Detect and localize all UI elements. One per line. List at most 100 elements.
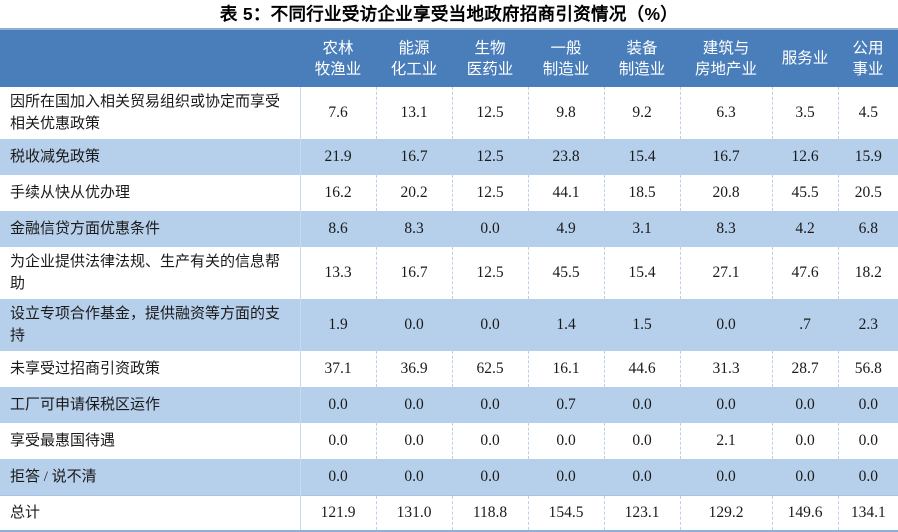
- cell-value: 16.7: [376, 247, 453, 299]
- cell-value: 0.0: [300, 459, 377, 495]
- table-row: 总计 121.9 131.0 118.8 154.5 123.1 129.2 149.6 134…: [0, 494, 898, 531]
- cell-value: .7: [772, 299, 839, 351]
- cell-value: 16.7: [376, 139, 453, 175]
- cell-value: 44.6: [604, 351, 681, 387]
- table-row: 为企业提供法律法规、生产有关的信息帮助 13.3 16.7 12.5 45.5 15.4 2…: [0, 247, 898, 299]
- cell-value: 4.9: [528, 211, 605, 247]
- column-header-4: 装备 制造业: [604, 29, 680, 87]
- cell-value: 20.5: [854, 184, 882, 201]
- cell-value: 20.8: [680, 175, 773, 211]
- cell-value: 56.8: [854, 360, 882, 377]
- cell-value: 16.2: [300, 175, 377, 211]
- cell-value: 12.5: [452, 175, 529, 211]
- cell-value: 0.0: [604, 387, 681, 423]
- row-label: 设立专项合作基金，提供融资等方面的支持: [0, 299, 301, 351]
- cell-value: 8.3: [376, 211, 453, 247]
- cell-value: 0.0: [528, 459, 605, 495]
- column-header-7: 公用 事业: [838, 29, 898, 87]
- cell-value: 12.6: [772, 139, 839, 175]
- cell-value: 13.3: [300, 247, 377, 299]
- page-title: 表 5：不同行业受访企业享受当地政府招商引资情况（%）: [219, 4, 679, 24]
- table-row: 拒答 / 说不清 0.0 0.0 0.0 0.0 0.0 0.0 0.0 0.0: [0, 459, 898, 495]
- cell-value: 45.5: [528, 247, 605, 299]
- cell-value: 9.8: [528, 87, 605, 139]
- row-label: 因所在国加入相关贸易组织或协定而享受相关优惠政策: [0, 87, 301, 139]
- cell-value: 0.0: [680, 387, 773, 423]
- table-row: 设立专项合作基金，提供融资等方面的支持 1.9 0.0 0.0 1.4 1.5 0.0.7 2…: [0, 299, 898, 351]
- cell-value: 0.0: [772, 387, 839, 423]
- column-header-5: 建筑与 房地产业: [680, 29, 772, 87]
- column-header-2-line1: 生物: [474, 39, 506, 57]
- cell-value: 134.1: [838, 494, 898, 531]
- cell-value: 7.6: [300, 87, 377, 139]
- cell-value: 15.4: [604, 139, 681, 175]
- cell-value: 27.1: [680, 247, 773, 299]
- cell-value: 9.2: [604, 87, 681, 139]
- cell-value: 154.5: [528, 494, 605, 531]
- cell-value: 0.0: [376, 299, 453, 351]
- cell-value: 2.3: [858, 316, 878, 333]
- cell-value: 4.2: [772, 211, 839, 247]
- cell-value: 0.0: [858, 467, 878, 485]
- cell-value: 0.0: [528, 423, 605, 459]
- column-header-6-line1: 服务业: [781, 50, 829, 67]
- cell-value: 8.6: [300, 211, 377, 247]
- table-page: 表 5：不同行业受访企业享受当地政府招商引资情况（%） 农林 牧渔业 能源: [0, 4, 898, 532]
- cell-value: 0.0: [680, 459, 773, 495]
- cell-value: 12.5: [452, 87, 529, 139]
- cell-value: 0.0: [604, 459, 681, 495]
- column-header-0: 农林 牧渔业: [300, 29, 376, 87]
- cell-value: 0.0: [772, 423, 839, 459]
- column-header-5-line2: 房地产业: [694, 60, 757, 78]
- row-label: 拒答 / 说不清: [0, 459, 301, 495]
- column-header-6: 服务业: [772, 29, 838, 87]
- cell-value: 123.1: [604, 494, 681, 531]
- row-label: 为企业提供法律法规、生产有关的信息帮助: [0, 247, 301, 299]
- cell-value: 0.0: [452, 299, 529, 351]
- cell-value: 12.5: [452, 139, 529, 175]
- cell-value: 4.5: [858, 104, 878, 121]
- cell-value: 121.9: [300, 494, 377, 531]
- cell-value: 0.0: [604, 423, 681, 459]
- cell-value: 45.5: [772, 175, 839, 211]
- cell-value: 28.7: [772, 351, 839, 387]
- column-header-2-line2: 医药业: [466, 60, 514, 78]
- cell-value: 8.3: [680, 211, 773, 247]
- row-label: 享受最惠国待遇: [0, 423, 301, 459]
- cell-value: 2.1: [680, 423, 773, 459]
- cell-value: 15.4: [604, 247, 681, 299]
- cell-value: 3.1: [604, 211, 681, 247]
- cell-value: 18.2: [854, 264, 882, 281]
- column-header-7-line1: 公用: [852, 39, 884, 57]
- cell-value: 0.0: [858, 396, 878, 413]
- cell-value: 36.9: [376, 351, 453, 387]
- cell-value: 0.7: [528, 387, 605, 423]
- row-label: 手续从快从优办理: [0, 175, 301, 211]
- cell-value: 20.2: [376, 175, 453, 211]
- table-row: 享受最惠国待遇 0.0 0.0 0.0 0.0 0.0 2.1 0.0 0.0: [0, 423, 898, 459]
- cell-value: 0.0: [858, 432, 878, 449]
- column-header-2: 生物 医药业: [452, 29, 528, 87]
- cell-value: 118.8: [452, 494, 529, 531]
- column-header-0-line2: 牧渔业: [314, 60, 362, 78]
- cell-value: 13.1: [376, 87, 453, 139]
- cell-value: 47.6: [772, 247, 839, 299]
- table-body: 因所在国加入相关贸易组织或协定而享受相关优惠政策 7.6 13.1 12.5 9.8 9.…: [0, 87, 898, 531]
- cell-value: 1.9: [300, 299, 377, 351]
- cell-value: 149.6: [772, 494, 839, 531]
- table-row: 税收减免政策 21.9 16.7 12.5 23.8 15.4 16.7 12.6 15.9: [0, 139, 898, 175]
- header-row: 农林 牧渔业 能源 化工业 生物 医药业 一般 制造业 装备 制造业: [0, 29, 898, 87]
- table-row: 工厂可申请保税区运作 0.0 0.0 0.0 0.7 0.0 0.0 0.0 0.0: [0, 387, 898, 423]
- column-header-5-line1: 建筑与: [702, 39, 750, 57]
- cell-value: 44.1: [528, 175, 605, 211]
- cell-value: 0.0: [300, 423, 377, 459]
- table-header: 农林 牧渔业 能源 化工业 生物 医药业 一般 制造业 装备 制造业: [0, 29, 898, 87]
- column-header-1-line1: 能源: [398, 39, 430, 57]
- cell-value: 23.8: [528, 139, 605, 175]
- cell-value: 62.5: [452, 351, 529, 387]
- row-label: 工厂可申请保税区运作: [0, 387, 301, 423]
- cell-value: 0.0: [452, 387, 529, 423]
- column-header-1-line2: 化工业: [390, 60, 438, 78]
- cell-value: 129.2: [680, 494, 773, 531]
- cell-value: 18.5: [604, 175, 681, 211]
